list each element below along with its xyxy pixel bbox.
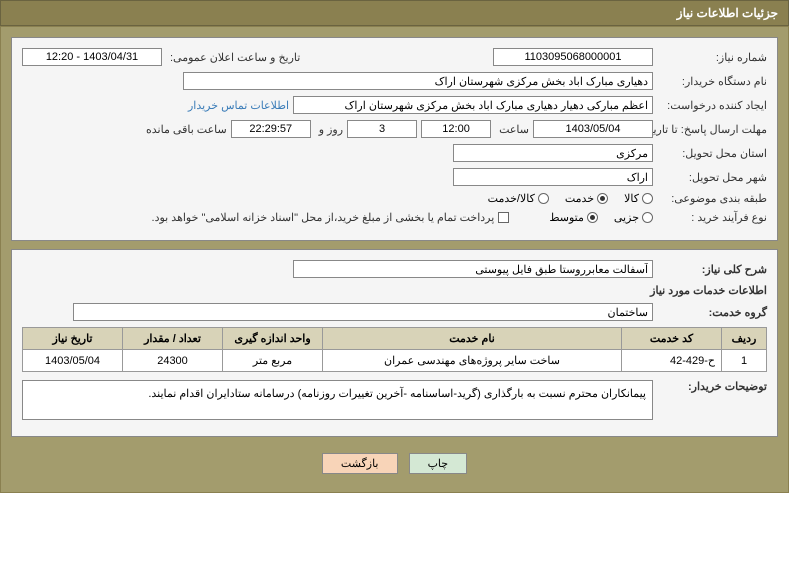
cell-unit: مربع متر [223,350,323,372]
remaining-time-input[interactable] [231,120,311,138]
payment-note: پرداخت تمام یا بخشی از مبلغ خرید،از محل … [148,211,495,224]
radio-icon [642,193,653,204]
table-row: 1 ح-429-42 ساخت سایر پروژه‌های مهندسی عم… [23,350,767,372]
form-panel: شماره نیاز: تاریخ و ساعت اعلان عمومی: نا… [11,37,778,241]
group-label: گروه خدمت: [657,306,767,319]
requester-label: ایجاد کننده درخواست: [657,99,767,112]
notes-label: توضیحات خریدار: [657,380,767,393]
radio-medium[interactable]: متوسط [549,211,598,224]
deadline-label: مهلت ارسال پاسخ: تا تاریخ: [657,123,767,136]
remaining-label: ساعت باقی مانده [142,123,227,136]
buyer-input[interactable] [183,72,653,90]
category-label: طبقه بندی موضوعی: [657,192,767,205]
radio-icon [597,193,608,204]
need-title-input[interactable] [293,260,653,278]
description-panel: شرح کلی نیاز: اطلاعات خدمات مورد نیاز گر… [11,249,778,437]
radio-icon [642,212,653,223]
need-number-label: شماره نیاز: [657,51,767,64]
radio-icon [587,212,598,223]
deadline-time-input[interactable] [421,120,491,138]
cell-date: 1403/05/04 [23,350,123,372]
col-row: ردیف [722,328,767,350]
radio-both[interactable]: کالا/خدمت [488,192,549,205]
cell-code: ح-429-42 [622,350,722,372]
radio-both-label: کالا/خدمت [488,192,535,205]
payment-checkbox[interactable] [498,212,509,223]
group-input[interactable] [73,303,653,321]
city-input[interactable] [453,168,653,186]
province-input[interactable] [453,144,653,162]
notes-textarea[interactable]: پیمانکاران محترم نسبت به بارگذاری (گرید-… [22,380,653,420]
back-button[interactable]: بازگشت [322,453,398,474]
days-input[interactable] [347,120,417,138]
cell-qty: 24300 [123,350,223,372]
days-label: روز و [315,123,343,136]
radio-service[interactable]: خدمت [565,192,608,205]
radio-goods-label: کالا [624,192,639,205]
table-header-row: ردیف کد خدمت نام خدمت واحد اندازه گیری ت… [23,328,767,350]
city-label: شهر محل تحویل: [657,171,767,184]
radio-medium-label: متوسط [549,211,584,224]
announce-date-input[interactable] [22,48,162,66]
buyer-label: نام دستگاه خریدار: [657,75,767,88]
requester-input[interactable] [293,96,653,114]
radio-icon [538,193,549,204]
deadline-date-input[interactable] [533,120,653,138]
contact-link[interactable]: اطلاعات تماس خریدار [188,99,289,112]
announce-date-label: تاریخ و ساعت اعلان عمومی: [166,51,300,64]
page-header: جزئیات اطلاعات نیاز [0,0,789,26]
cell-name: ساخت سایر پروژه‌های مهندسی عمران [323,350,622,372]
col-date: تاریخ نیاز [23,328,123,350]
print-button[interactable]: چاپ [409,453,468,474]
radio-service-label: خدمت [565,192,594,205]
need-number-input[interactable] [493,48,653,66]
services-heading: اطلاعات خدمات مورد نیاز [22,284,767,297]
button-bar: چاپ بازگشت [11,445,778,482]
purchase-type-label: نوع فرآیند خرید : [657,211,767,224]
col-qty: تعداد / مقدار [123,328,223,350]
col-name: نام خدمت [323,328,622,350]
cell-row: 1 [722,350,767,372]
col-unit: واحد اندازه گیری [223,328,323,350]
page-title: جزئیات اطلاعات نیاز [677,6,778,20]
radio-partial[interactable]: جزیی [614,211,653,224]
col-code: کد خدمت [622,328,722,350]
need-title-label: شرح کلی نیاز: [657,263,767,276]
radio-goods[interactable]: کالا [624,192,653,205]
radio-partial-label: جزیی [614,211,639,224]
services-table: ردیف کد خدمت نام خدمت واحد اندازه گیری ت… [22,327,767,372]
time-label: ساعت [495,123,529,136]
main-container: AriaTender.net شماره نیاز: تاریخ و ساعت … [0,26,789,493]
province-label: استان محل تحویل: [657,147,767,160]
